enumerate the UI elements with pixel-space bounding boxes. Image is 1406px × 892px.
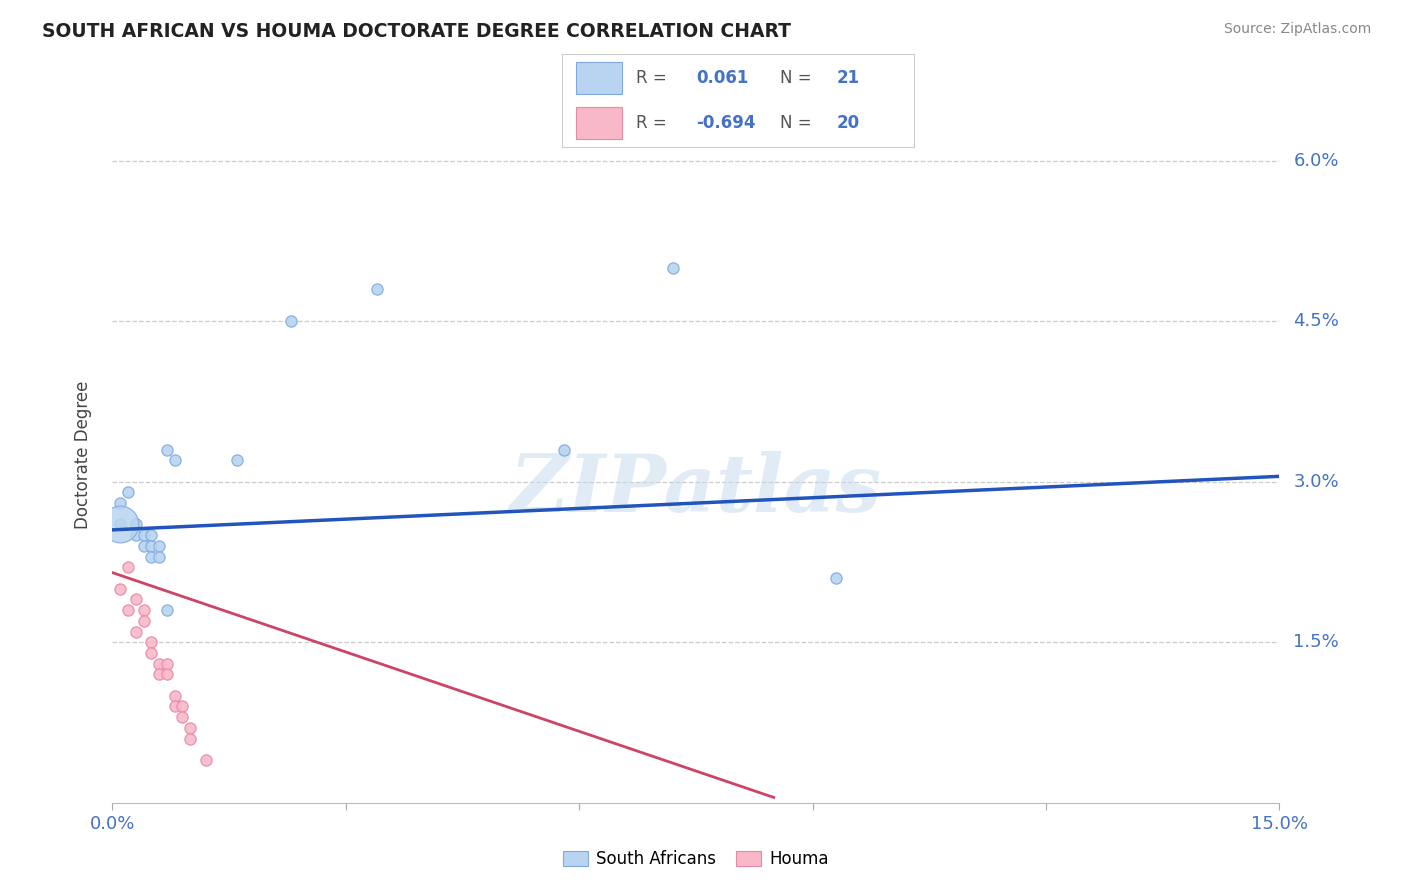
Point xyxy=(366,282,388,296)
Point xyxy=(132,614,155,628)
Point xyxy=(132,528,155,542)
Point xyxy=(156,603,179,617)
Point xyxy=(163,453,186,467)
Point xyxy=(141,646,163,660)
Text: -0.694: -0.694 xyxy=(696,114,755,132)
Point xyxy=(110,517,132,532)
Text: 3.0%: 3.0% xyxy=(1294,473,1339,491)
Text: N =: N = xyxy=(780,69,811,87)
Point xyxy=(132,539,155,553)
Point xyxy=(280,314,302,328)
Point xyxy=(179,721,201,735)
Point xyxy=(110,582,132,596)
Text: 6.0%: 6.0% xyxy=(1294,152,1339,169)
Point xyxy=(125,528,148,542)
Point xyxy=(179,731,201,746)
Text: ZIPatlas: ZIPatlas xyxy=(510,451,882,528)
Legend: South Africans, Houma: South Africans, Houma xyxy=(557,843,835,874)
Bar xyxy=(576,107,621,139)
Point xyxy=(825,571,848,585)
Text: 0.061: 0.061 xyxy=(696,69,748,87)
Point xyxy=(156,667,179,681)
Y-axis label: Doctorate Degree: Doctorate Degree xyxy=(73,381,91,529)
Point xyxy=(132,603,155,617)
Point xyxy=(148,539,170,553)
Point xyxy=(125,592,148,607)
Point xyxy=(141,539,163,553)
Bar xyxy=(576,62,621,94)
Point xyxy=(110,517,132,532)
Point xyxy=(141,549,163,564)
Point xyxy=(553,442,575,457)
Point xyxy=(194,753,217,767)
Point xyxy=(661,260,683,275)
Point xyxy=(148,657,170,671)
Point xyxy=(141,635,163,649)
Text: R =: R = xyxy=(636,69,666,87)
Point xyxy=(148,549,170,564)
Text: 20: 20 xyxy=(837,114,859,132)
Point xyxy=(117,485,139,500)
Text: 4.5%: 4.5% xyxy=(1294,312,1340,330)
Point xyxy=(148,667,170,681)
Text: 1.5%: 1.5% xyxy=(1294,633,1339,651)
Point xyxy=(125,624,148,639)
Point xyxy=(117,560,139,574)
Point xyxy=(172,699,194,714)
Point xyxy=(163,689,186,703)
Text: Source: ZipAtlas.com: Source: ZipAtlas.com xyxy=(1223,22,1371,37)
Point xyxy=(141,528,163,542)
Point xyxy=(156,657,179,671)
Text: R =: R = xyxy=(636,114,666,132)
Text: 21: 21 xyxy=(837,69,859,87)
Point xyxy=(226,453,249,467)
Point xyxy=(125,517,148,532)
Point xyxy=(163,699,186,714)
Point xyxy=(172,710,194,724)
Point xyxy=(110,496,132,510)
Text: SOUTH AFRICAN VS HOUMA DOCTORATE DEGREE CORRELATION CHART: SOUTH AFRICAN VS HOUMA DOCTORATE DEGREE … xyxy=(42,22,792,41)
Text: N =: N = xyxy=(780,114,811,132)
Point xyxy=(117,603,139,617)
Point xyxy=(156,442,179,457)
